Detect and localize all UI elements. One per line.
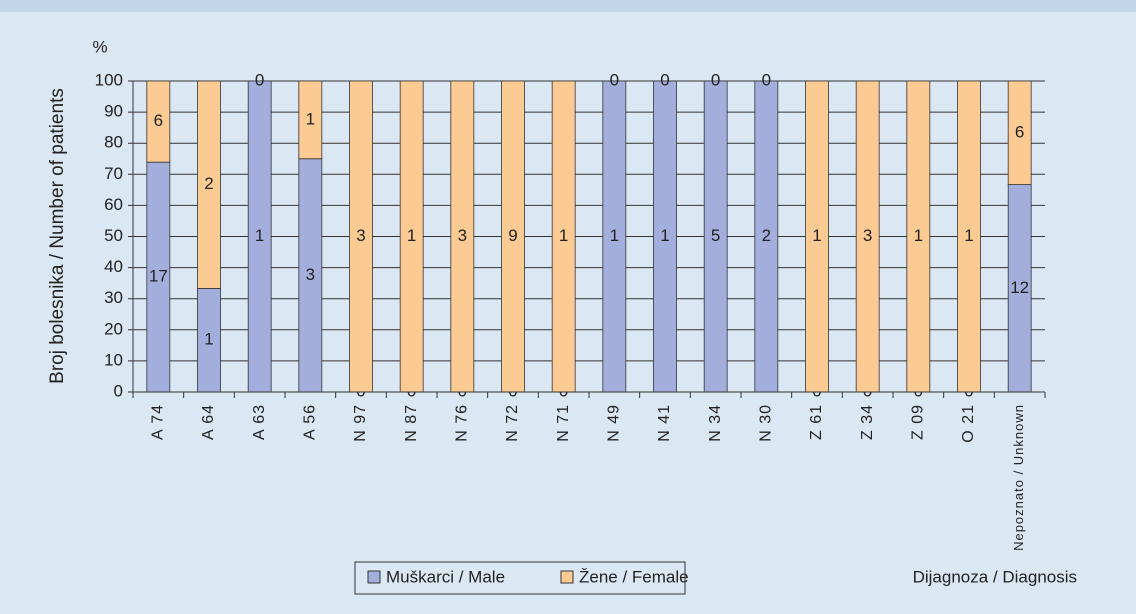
x-tick-label: N 76 bbox=[454, 404, 471, 442]
count-label: 1 bbox=[812, 226, 821, 245]
bar-segment bbox=[1007, 80, 1032, 185]
count-label: 1 bbox=[255, 226, 264, 245]
count-label: 1 bbox=[660, 226, 669, 245]
x-tick-label: N 87 bbox=[403, 404, 420, 442]
bar-segment bbox=[298, 80, 323, 160]
count-label: 2 bbox=[204, 174, 213, 193]
count-label: 0 bbox=[255, 70, 264, 89]
count-label: 3 bbox=[306, 265, 315, 284]
x-tick-label: A 56 bbox=[302, 404, 319, 440]
legend-box bbox=[354, 561, 686, 595]
x-tick-label: N 97 bbox=[352, 404, 369, 442]
y-axis-label: Broj bolesnika / Number of patients bbox=[47, 88, 68, 384]
count-label: 6 bbox=[154, 111, 163, 130]
y-tick-label: 70 bbox=[104, 164, 123, 183]
legend-label: Muškarci / Male bbox=[386, 567, 505, 586]
count-label: 1 bbox=[610, 226, 619, 245]
count-label: 17 bbox=[149, 267, 168, 286]
y-tick-label: 80 bbox=[104, 133, 123, 152]
x-tick-label: Nepoznato / Unknown bbox=[1011, 404, 1026, 551]
y-tick-label: 50 bbox=[104, 226, 123, 245]
y-tick-label: 60 bbox=[104, 195, 123, 214]
x-tick-label: A 74 bbox=[150, 404, 167, 440]
count-label: 3 bbox=[458, 226, 467, 245]
x-tick-label: Z 61 bbox=[808, 404, 825, 440]
y-tick-label: 100 bbox=[95, 70, 123, 89]
x-tick-label: A 64 bbox=[200, 404, 217, 440]
x-tick-label: Z 09 bbox=[910, 404, 927, 440]
count-label: 3 bbox=[356, 226, 365, 245]
y-unit: % bbox=[92, 37, 107, 56]
y-tick-label: 0 bbox=[114, 381, 123, 400]
x-tick-label: N 49 bbox=[606, 404, 623, 442]
count-label: 6 bbox=[1015, 122, 1024, 141]
y-tick-label: 40 bbox=[104, 257, 123, 276]
x-tick-label: N 30 bbox=[758, 404, 775, 442]
count-label: 2 bbox=[762, 226, 771, 245]
count-label: 3 bbox=[863, 226, 872, 245]
y-tick-label: 10 bbox=[104, 350, 123, 369]
y-tick-label: 90 bbox=[104, 102, 123, 121]
count-label: 12 bbox=[1010, 278, 1029, 297]
legend-swatch bbox=[560, 570, 574, 584]
count-label: 1 bbox=[559, 226, 568, 245]
x-tick-label: Z 34 bbox=[859, 404, 876, 440]
count-label: 0 bbox=[762, 70, 771, 89]
bar-segment bbox=[197, 80, 221, 289]
x-tick-label: N 34 bbox=[707, 404, 724, 442]
x-tick-label: O 21 bbox=[960, 404, 977, 443]
y-tick-label: 20 bbox=[104, 319, 123, 338]
x-tick-label: N 72 bbox=[504, 404, 521, 442]
count-label: 5 bbox=[711, 226, 720, 245]
count-label: 1 bbox=[407, 226, 416, 245]
count-label: 0 bbox=[660, 70, 669, 89]
count-label: 1 bbox=[306, 109, 315, 128]
count-label: 9 bbox=[508, 226, 517, 245]
count-label: 1 bbox=[914, 226, 923, 245]
count-label: 1 bbox=[204, 330, 213, 349]
x-tick-label: N 71 bbox=[555, 404, 572, 442]
x-axis-label: Dijagnoza / Diagnosis bbox=[913, 567, 1077, 586]
top-strip bbox=[0, 0, 1136, 12]
bar-segment bbox=[146, 80, 171, 163]
x-tick-label: N 41 bbox=[656, 404, 673, 442]
legend-swatch bbox=[367, 570, 381, 584]
count-label: 0 bbox=[711, 70, 720, 89]
y-tick-label: 30 bbox=[104, 288, 123, 307]
x-tick-label: A 63 bbox=[251, 404, 268, 440]
legend-label: Žene / Female bbox=[579, 567, 689, 586]
count-label: 1 bbox=[964, 226, 973, 245]
count-label: 0 bbox=[610, 70, 619, 89]
